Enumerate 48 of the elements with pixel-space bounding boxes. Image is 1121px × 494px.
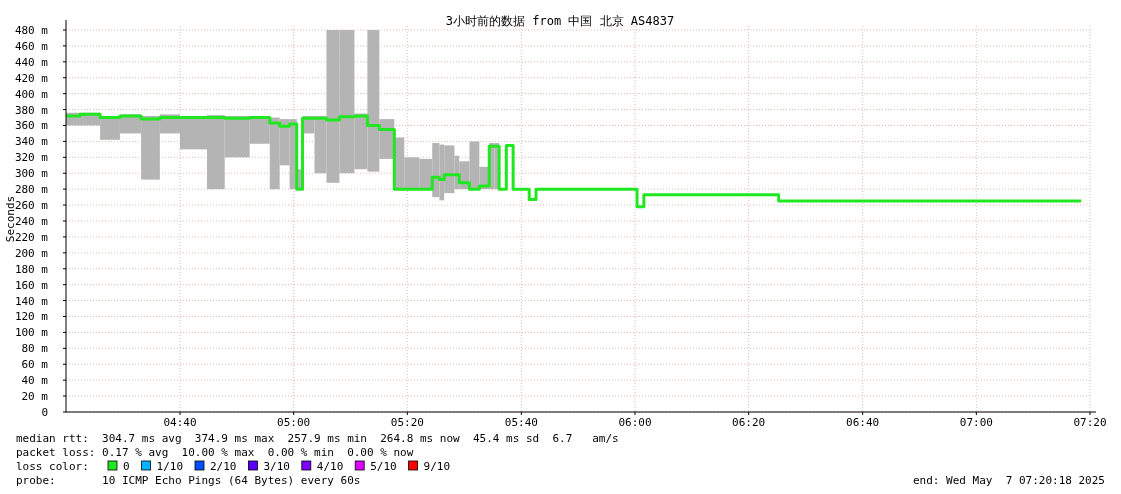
chart-title: 3小时前的数据 from 中国 北京 AS4837 <box>445 14 675 28</box>
y-tick-label: 200 m <box>14 246 49 260</box>
x-tick-label: 04:40 <box>163 416 197 429</box>
y-tick-label: 400 m <box>14 87 49 101</box>
y-tick-label: 160 m <box>14 278 49 292</box>
legend-label: 5/10 <box>370 460 397 473</box>
y-tick-label: 220 m <box>14 230 49 244</box>
x-tick-label: 06:00 <box>618 416 652 429</box>
y-tick-label: 140 m <box>14 294 49 308</box>
legend-label: 1/10 <box>156 460 184 473</box>
text: packet loss: 0.17 % avg 10.00 % max 0.00 % min 0.00 % now <box>16 446 414 459</box>
legend-label: 2/10 <box>210 460 237 473</box>
y-tick-label: 120 m <box>14 310 49 324</box>
x-tick-label: 06:40 <box>846 416 880 429</box>
y-tick-label: 480 m <box>14 23 49 37</box>
y-tick-label: 0 <box>41 406 48 419</box>
y-tick-label: 40 m <box>21 374 49 388</box>
y-tick-label: 300 m <box>14 167 49 181</box>
legend-label: 0 <box>123 460 130 473</box>
y-tick-label: 280 m <box>14 183 49 197</box>
text: median rtt: 304.7 ms avg 374.9 ms max 257.9 ms min 264.8 ms now 45.4 ms sd 6.7 am/s <box>16 432 619 445</box>
x-tick-label: 05:40 <box>504 416 538 429</box>
legend-label: 4/10 <box>316 460 344 473</box>
y-tick-label: 420 m <box>14 71 49 85</box>
y-axis-title: Seconds <box>4 195 17 243</box>
y-tick-label: 80 m <box>21 342 49 356</box>
y-tick-label: 260 m <box>14 199 49 213</box>
y-tick-label: 180 m <box>14 262 49 276</box>
legend-title: loss color: <box>16 460 89 473</box>
y-tick-label: 20 m <box>21 390 49 404</box>
y-tick-label: 340 m <box>14 135 49 149</box>
legend-label: 9/10 <box>423 460 451 473</box>
y-tick-label: 100 m <box>14 326 49 340</box>
x-tick-label: 06:20 <box>732 416 766 429</box>
x-tick-label: 07:20 <box>1073 416 1107 429</box>
x-tick-label: 07:00 <box>959 416 993 429</box>
x-tick-label: 05:20 <box>390 416 424 429</box>
y-tick-label: 380 m <box>14 103 49 117</box>
x-tick-label: 05:00 <box>277 416 311 429</box>
legend-label: 3/10 <box>263 460 290 473</box>
text: end: Wed May 7 07:20:18 2025 <box>912 474 1105 487</box>
y-tick-label: 240 m <box>14 214 49 228</box>
y-tick-label: 60 m <box>21 358 49 372</box>
y-tick-label: 320 m <box>14 151 49 165</box>
y-tick-label: 460 m <box>14 39 49 53</box>
y-tick-label: 440 m <box>14 55 49 69</box>
text: probe: 10 ICMP Echo Pings (64 Bytes) every 60s <box>16 474 361 487</box>
y-tick-label: 360 m <box>14 119 49 133</box>
